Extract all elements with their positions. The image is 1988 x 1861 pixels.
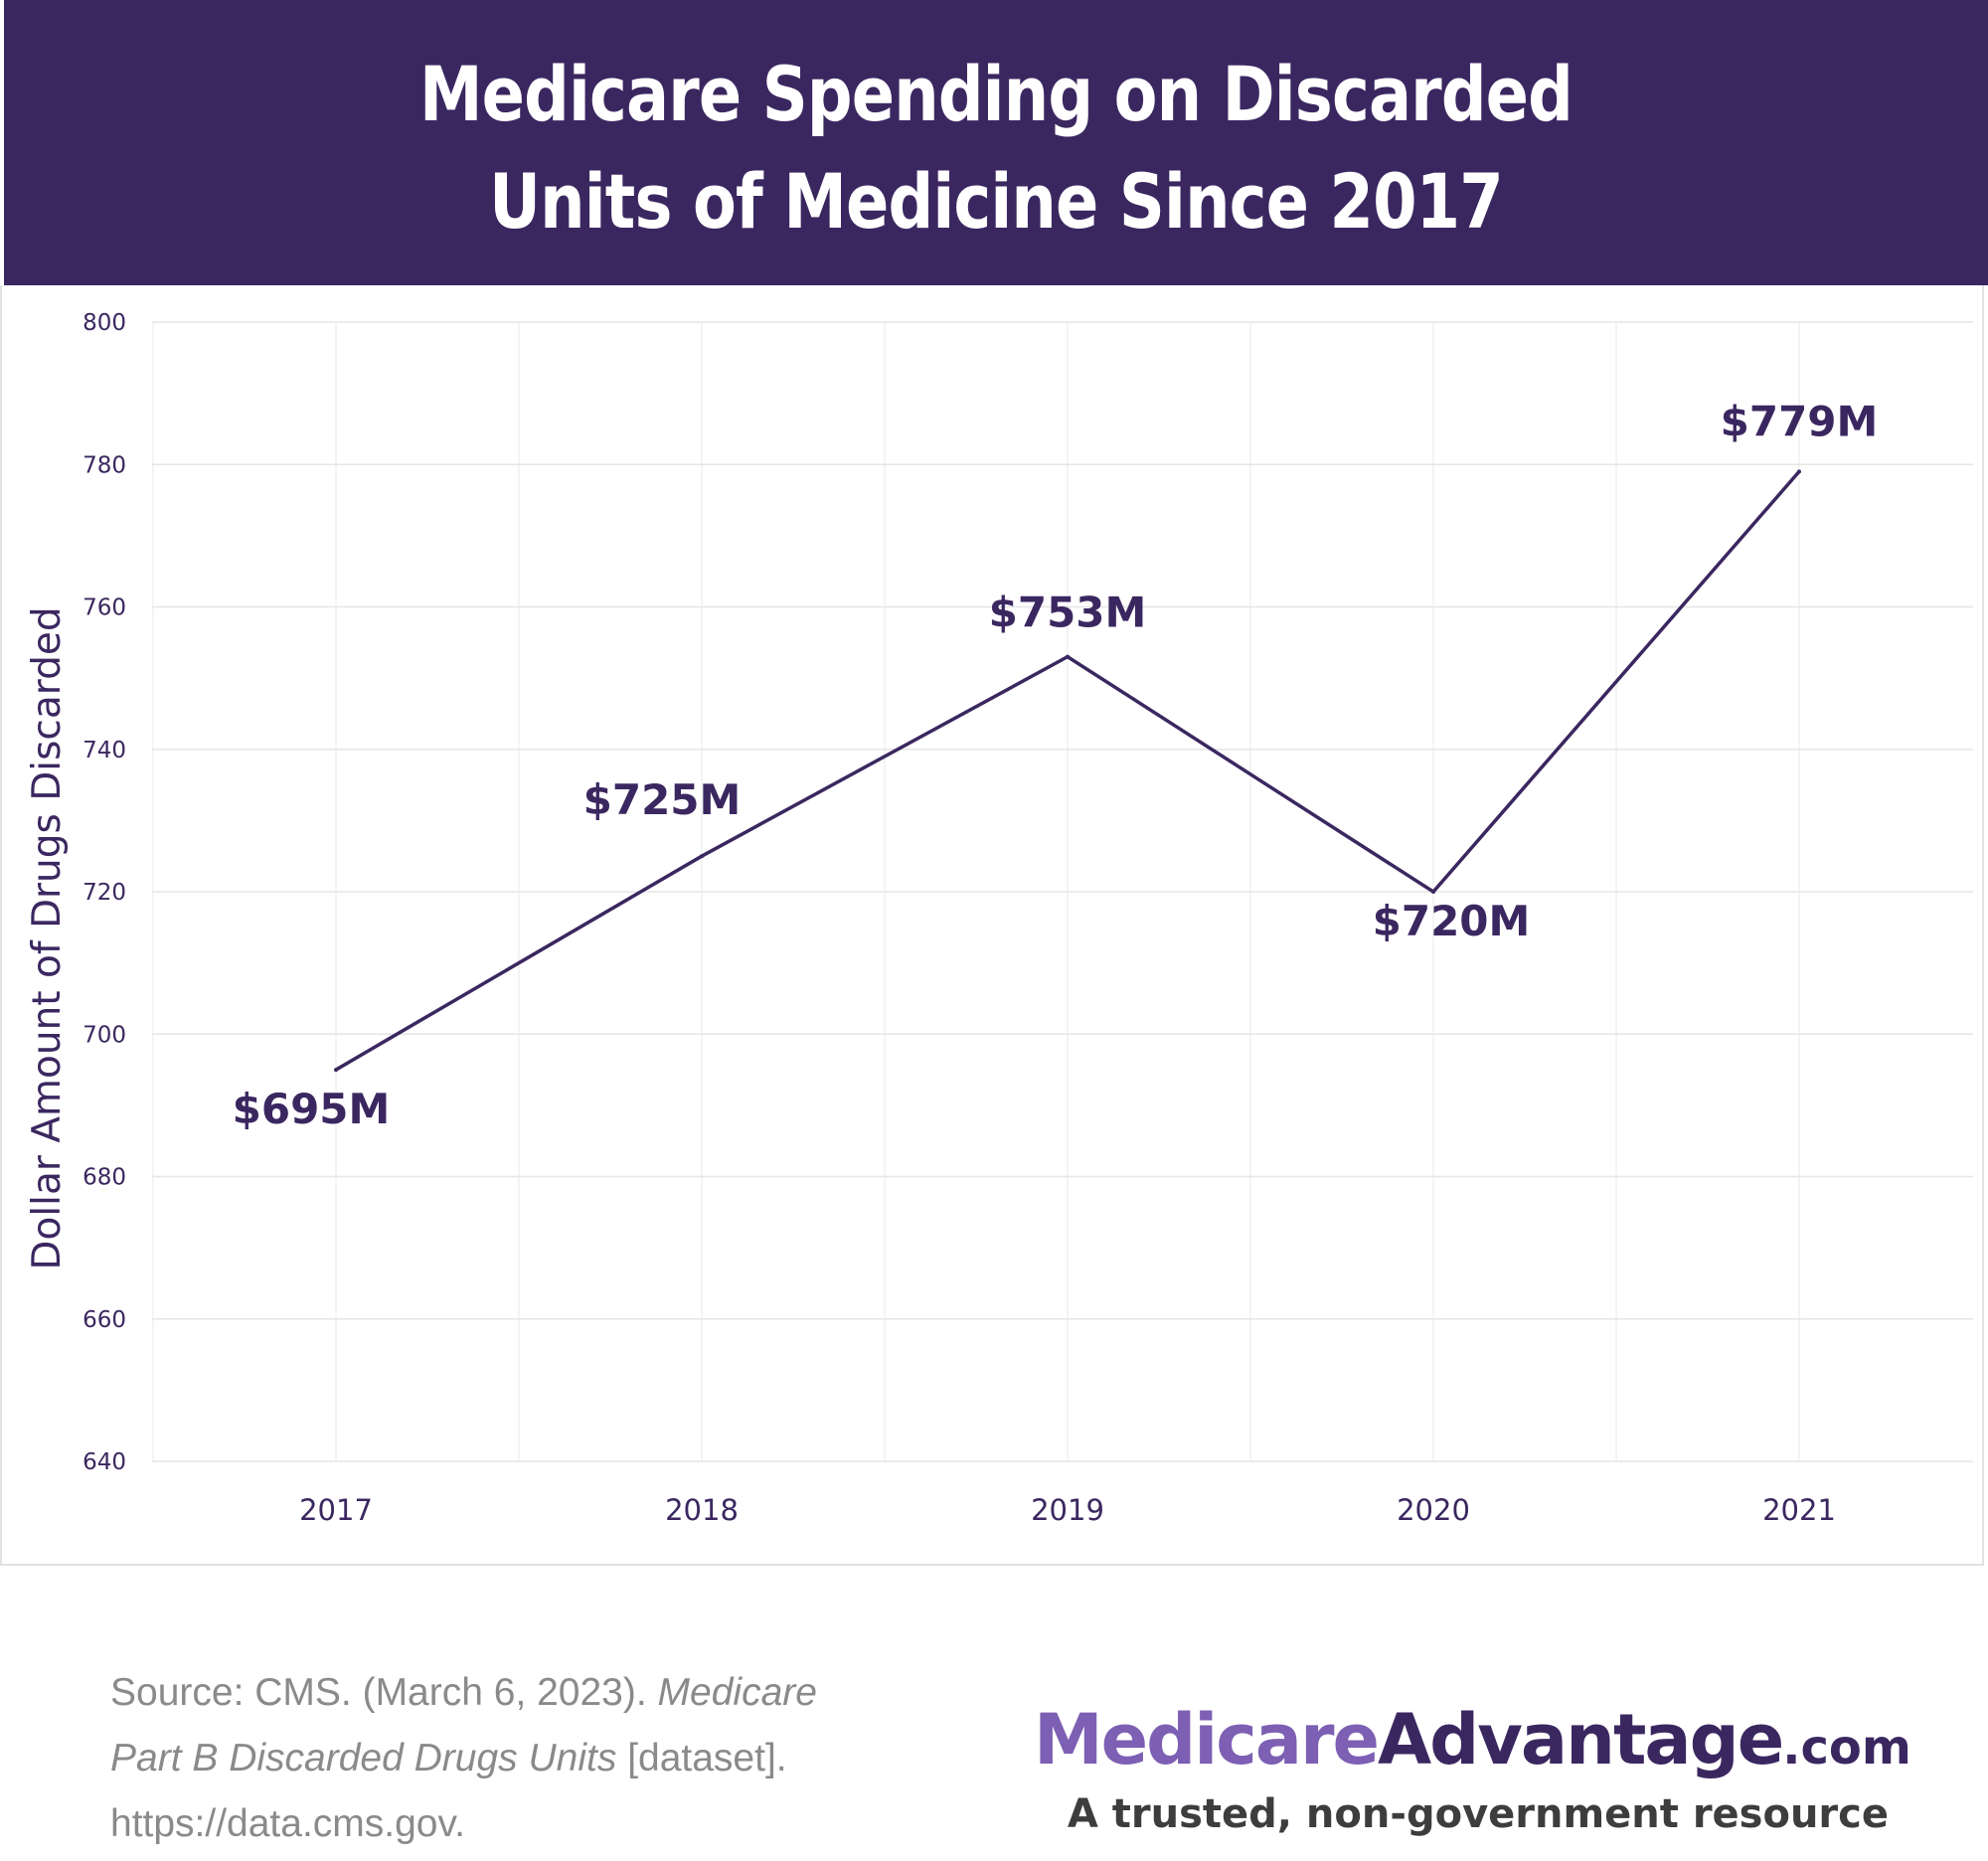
source-prefix: Source: CMS. (March 6, 2023). (110, 1671, 647, 1714)
data-point (700, 854, 704, 859)
source-citation: Source: CMS. (March 6, 2023). Medicare P… (110, 1660, 866, 1857)
y-tick-label: 800 (83, 310, 126, 336)
line-chart: 640 660 680 700 720 740 760 780 800 2017 2018 2019 2… (25, 310, 1973, 1527)
chart-title-line-1: Medicare Spending on Discarded (418, 50, 1574, 138)
data-point (1066, 654, 1070, 659)
x-tick-label: 2020 (1397, 1493, 1470, 1527)
y-tick-label: 780 (83, 452, 126, 478)
x-tick-label: 2018 (665, 1493, 739, 1527)
data-point (334, 1068, 338, 1073)
chart-header: Medicare Spending on Discarded Units of … (4, 0, 1988, 285)
y-tick-label: 700 (83, 1022, 126, 1048)
brand-logo-part-1: Medicare (1034, 1699, 1380, 1780)
y-tick-label: 640 (83, 1449, 126, 1475)
source-title: Medicare Part B Discarded Drugs Units (110, 1671, 817, 1779)
y-tick-label: 680 (83, 1165, 126, 1191)
chart-title-line-2: Units of Medicine Since 2017 (489, 157, 1504, 246)
y-axis-label: Dollar Amount of Drugs Discarded (25, 606, 70, 1269)
brand-logo-part-2: Advantage (1377, 1699, 1784, 1780)
y-tick-label: 760 (83, 595, 126, 621)
y-tick-label: 660 (83, 1307, 126, 1333)
data-label: $720M (1373, 897, 1531, 945)
brand-logo-part-3: .com (1782, 1720, 1911, 1776)
brand-logo: MedicareAdvantage.com (1034, 1699, 1911, 1787)
brand-tagline: A trusted, non-government resource (1067, 1791, 1889, 1837)
x-tick-label: 2019 (1031, 1493, 1104, 1527)
x-tick-label: 2021 (1762, 1493, 1836, 1527)
data-label: $725M (583, 775, 742, 824)
brand-block: MedicareAdvantage.com A trusted, non-gov… (1034, 1699, 1911, 1837)
data-point (1431, 890, 1435, 894)
y-tick-label: 720 (83, 880, 126, 906)
y-tick-label: 740 (83, 738, 126, 763)
data-label: $779M (1721, 397, 1879, 445)
data-label: $753M (989, 589, 1147, 637)
x-tick-label: 2017 (299, 1493, 373, 1527)
source-suffix: [dataset]. https://data.cms.gov. (110, 1737, 787, 1845)
data-point (1797, 469, 1801, 474)
chart-frame (0, 285, 1984, 1566)
data-label: $695M (233, 1085, 391, 1133)
